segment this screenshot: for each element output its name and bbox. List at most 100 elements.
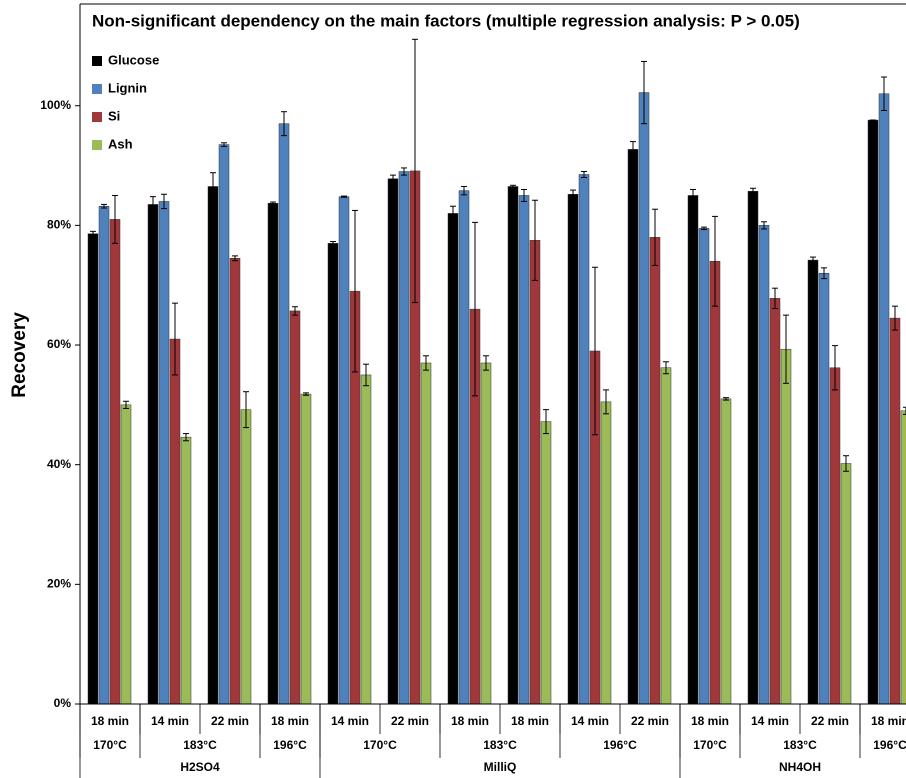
x-tick-label: 18 min <box>271 714 309 728</box>
error-bar <box>603 389 609 415</box>
x-tick-label: 14 min <box>571 714 609 728</box>
y-tick-label: 40% <box>47 457 71 471</box>
bar <box>829 367 841 705</box>
x-tick-label: 170°C <box>693 738 727 752</box>
error-bar <box>521 188 527 202</box>
bar <box>480 362 492 705</box>
y-tick-label: 20% <box>47 577 71 591</box>
x-tick-label: 196°C <box>273 738 307 752</box>
error-bar <box>663 361 669 375</box>
bar <box>420 362 432 705</box>
error-bar <box>363 363 369 387</box>
y-tick-label: 100% <box>40 98 71 112</box>
x-tick-label: 18 min <box>691 714 729 728</box>
bar <box>649 237 661 705</box>
x-tick-label: 22 min <box>211 714 249 728</box>
error-bar <box>232 255 238 262</box>
bar <box>147 204 159 705</box>
legend-label: Si <box>108 108 120 123</box>
x-tick-label: 22 min <box>391 714 429 728</box>
y-tick-label: 80% <box>47 218 71 232</box>
legend-swatch <box>92 56 102 66</box>
error-bar <box>892 305 898 331</box>
error-bar <box>352 209 358 373</box>
legend-swatch <box>92 84 102 94</box>
error-bar <box>292 306 298 316</box>
bar <box>240 409 252 705</box>
bar <box>540 421 552 705</box>
x-tick-label: 22 min <box>811 714 849 728</box>
error-bar <box>701 226 707 231</box>
bar <box>900 410 906 705</box>
bar <box>638 92 650 705</box>
y-tick-label: 0% <box>54 696 72 710</box>
bar <box>687 195 699 705</box>
error-bar <box>821 267 827 280</box>
bar <box>818 272 830 705</box>
bar <box>458 190 470 705</box>
error-bar <box>581 171 587 179</box>
bar <box>360 374 372 705</box>
bar <box>278 123 290 705</box>
bar <box>289 310 301 705</box>
legend-label: Glucose <box>108 52 159 67</box>
x-tick-label: 18 min <box>91 714 129 728</box>
bar <box>867 119 879 705</box>
error-bar <box>281 111 287 137</box>
x-tick-label: 22 min <box>631 714 669 728</box>
bar <box>218 144 230 705</box>
error-bar <box>532 199 538 281</box>
error-bar <box>750 187 756 195</box>
bar <box>840 463 852 705</box>
bar <box>889 317 901 705</box>
error-bar <box>843 455 849 472</box>
error-bar <box>810 256 816 264</box>
legend-swatch <box>92 112 102 122</box>
error-bar <box>423 355 429 371</box>
error-bar <box>570 189 576 199</box>
x-tick-label: 18 min <box>451 714 489 728</box>
bar <box>709 261 721 705</box>
bar <box>327 243 339 705</box>
x-tick-label: 183°C <box>183 738 217 752</box>
bar <box>698 228 710 705</box>
x-tick-label: MilliQ <box>484 760 517 774</box>
error-bar <box>543 409 549 435</box>
bar <box>807 259 819 705</box>
bar <box>109 219 121 705</box>
x-tick-label: 14 min <box>331 714 369 728</box>
x-tick-label: NH4OH <box>779 760 821 774</box>
error-bar <box>303 392 309 396</box>
error-bar <box>90 230 96 237</box>
error-bar <box>723 397 729 401</box>
bar <box>747 191 759 705</box>
bar <box>338 196 350 705</box>
x-tick-label: 170°C <box>363 738 397 752</box>
x-tick-label: 18 min <box>511 714 549 728</box>
error-bar <box>690 188 696 202</box>
error-bar <box>461 185 467 196</box>
bar <box>387 178 399 705</box>
error-bar <box>903 406 906 415</box>
error-bar <box>783 314 789 384</box>
error-bar <box>150 196 156 213</box>
error-bar <box>172 302 178 376</box>
bar <box>720 398 732 705</box>
error-bar <box>210 172 216 201</box>
error-bar <box>472 221 478 397</box>
bar <box>87 233 99 705</box>
bar <box>529 240 541 705</box>
x-tick-label: H2SO4 <box>180 760 220 774</box>
error-bar <box>243 391 249 429</box>
bar <box>398 171 410 705</box>
bar <box>780 348 792 705</box>
error-bar <box>123 400 129 409</box>
x-tick-label: 196°C <box>603 738 637 752</box>
error-bar <box>652 208 658 266</box>
y-axis-label: Recovery <box>9 312 30 398</box>
error-bar <box>450 205 456 222</box>
error-bar <box>270 201 276 205</box>
legend-label: Lignin <box>108 80 147 95</box>
